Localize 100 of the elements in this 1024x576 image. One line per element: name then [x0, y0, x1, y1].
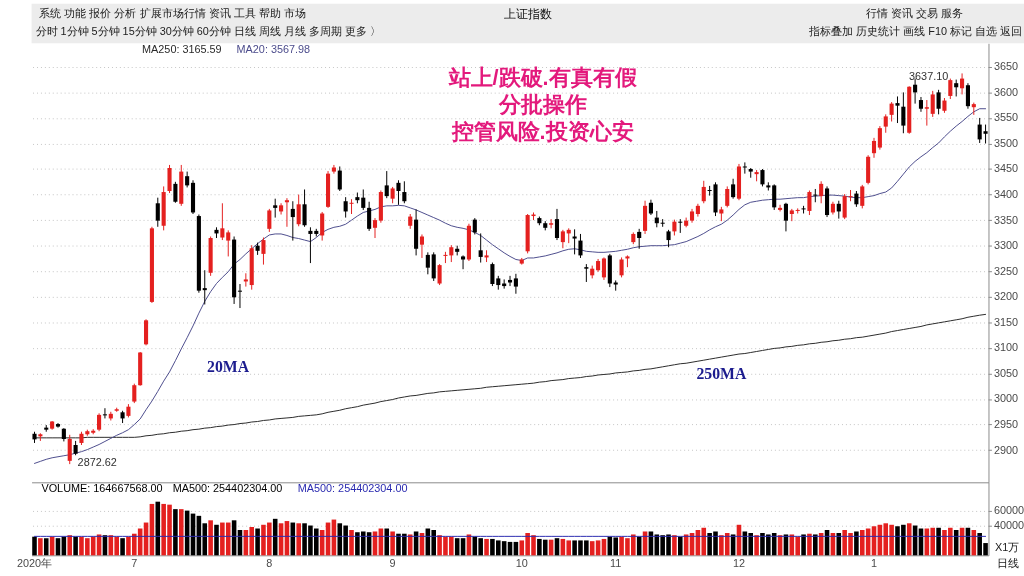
x-tick-label: 7	[131, 556, 138, 569]
bar	[906, 523, 912, 556]
y-tick-label: 3000	[993, 392, 1019, 405]
candlestick	[960, 72, 965, 95]
candlestick	[619, 256, 624, 278]
candlestick	[167, 164, 172, 194]
candlestick	[331, 164, 336, 175]
candlestick	[637, 228, 642, 250]
candlestick	[396, 179, 401, 206]
candlestick	[284, 197, 289, 228]
x-tick-label: 10	[515, 556, 528, 569]
candlestick	[461, 254, 466, 270]
y-tick-label: 3400	[993, 188, 1019, 201]
candlestick	[349, 198, 354, 215]
candlestick	[155, 197, 160, 228]
bar	[43, 538, 49, 556]
y-tick-label: 3150	[993, 315, 1019, 328]
candlestick	[725, 185, 730, 208]
y-tick-label: 3600	[993, 85, 1019, 98]
bar	[349, 529, 354, 556]
candlestick	[965, 82, 970, 110]
bar	[296, 523, 301, 556]
candlestick	[901, 91, 906, 134]
candlestick	[948, 78, 953, 100]
candlestick	[883, 113, 888, 134]
candlestick	[320, 211, 325, 242]
y-tick-label: 3450	[993, 162, 1019, 175]
candlestick	[877, 125, 882, 151]
y-tick-label: 3550	[993, 111, 1019, 124]
candlestick	[731, 178, 736, 200]
bar	[854, 531, 859, 556]
y-tick-label: 3200	[993, 290, 1019, 303]
candlestick	[778, 204, 783, 212]
candlestick	[372, 217, 378, 239]
bar	[677, 536, 683, 556]
candlestick	[742, 161, 747, 175]
text: 行情 资讯 交易 服务	[865, 6, 963, 19]
candlestick	[102, 407, 108, 419]
y-tick-label: 3100	[993, 341, 1019, 354]
candlestick	[490, 262, 495, 287]
candlestick	[889, 101, 894, 123]
y-tick-label: 3050	[993, 366, 1019, 379]
candlestick	[202, 269, 207, 305]
candlestick	[425, 251, 430, 275]
annotation: 分批操作	[497, 91, 587, 117]
y-tick-label: 3650	[993, 60, 1019, 73]
candlestick	[302, 188, 307, 228]
candlestick	[572, 228, 577, 255]
candlestick	[554, 208, 560, 241]
bar	[672, 535, 677, 556]
y-tick-label: 60000	[993, 504, 1024, 517]
annotation: 3637.10	[909, 70, 949, 83]
bar	[936, 527, 941, 556]
candlestick	[813, 188, 818, 203]
bar	[73, 536, 78, 556]
candlestick	[343, 196, 348, 219]
candlestick	[601, 256, 607, 281]
y-tick-label: 3500	[993, 136, 1019, 149]
x-tick-label: 8	[266, 556, 273, 569]
bar	[120, 538, 125, 556]
annotation: VOLUME: 164667568.00	[41, 482, 163, 495]
candlestick	[261, 237, 266, 266]
y-axis-title: X1万	[994, 540, 1020, 553]
candlestick	[860, 184, 865, 209]
bar	[407, 534, 413, 556]
x-tick-label: 11	[610, 556, 622, 569]
candlestick	[578, 233, 583, 259]
series-label: 20MA	[207, 357, 250, 375]
candlestick	[924, 99, 929, 127]
candlestick	[772, 183, 777, 211]
x-tick-label: 12	[732, 556, 746, 569]
candlestick	[549, 218, 554, 229]
candlestick	[367, 201, 372, 232]
bar	[801, 534, 806, 556]
bar	[67, 535, 73, 556]
candlestick	[819, 180, 824, 204]
x-tick-label: 1	[870, 556, 878, 569]
candlestick	[243, 272, 248, 288]
candlestick	[384, 170, 389, 199]
y-tick-label: 40000	[993, 518, 1024, 531]
bar	[178, 509, 184, 556]
text: 分时 1分钟 5分钟 15分钟 30分钟 60分钟 日线 周线 月线 多周期 更多 〉	[35, 25, 381, 38]
bar	[173, 509, 178, 556]
bar	[255, 528, 260, 556]
candlestick	[783, 202, 788, 232]
bar	[155, 501, 161, 556]
bar	[836, 532, 842, 556]
candlestick	[402, 180, 407, 204]
candlestick	[478, 232, 483, 264]
candlestick	[308, 226, 313, 264]
x-axis-title: 日线	[996, 556, 1019, 569]
candlestick	[807, 190, 812, 216]
candlestick	[290, 200, 295, 242]
bar	[754, 535, 759, 556]
candlestick	[419, 233, 425, 259]
bar	[807, 533, 812, 556]
candlestick	[871, 137, 877, 159]
bar	[484, 538, 489, 556]
candlestick	[936, 89, 941, 115]
candlestick	[560, 229, 565, 249]
